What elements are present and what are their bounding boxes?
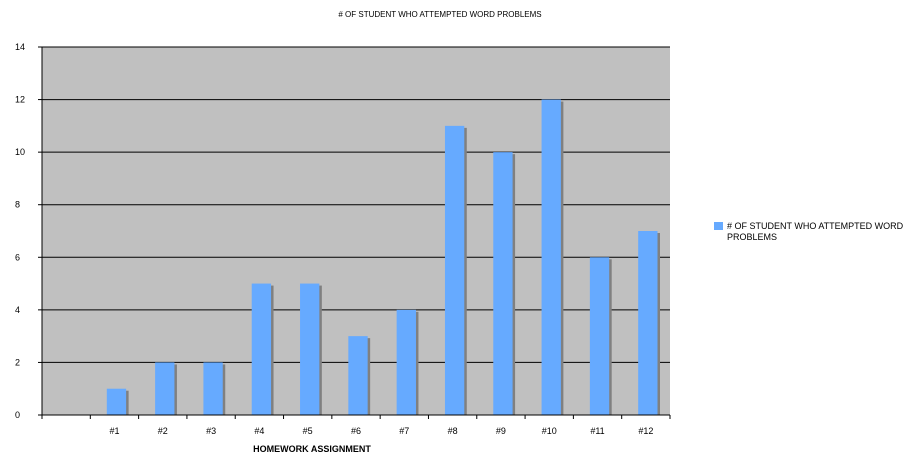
- y-tick-label: 6: [15, 252, 20, 262]
- bar: [348, 336, 368, 415]
- x-tick-label: #9: [496, 426, 506, 436]
- legend-label: # OF STUDENT WHO ATTEMPTED WORD PROBLEMS: [727, 221, 904, 242]
- x-tick-label: #1: [109, 426, 119, 436]
- bar: [589, 257, 610, 415]
- y-tick-label: 8: [15, 200, 20, 210]
- bar: [203, 362, 223, 415]
- y-tick-label: 12: [15, 95, 25, 105]
- bar: [493, 152, 513, 415]
- x-tick-label: #8: [448, 426, 458, 436]
- x-axis-title: HOMEWORK ASSIGNMENT: [253, 444, 371, 454]
- x-tick-label: #3: [206, 426, 216, 436]
- x-tick-label: #6: [351, 426, 361, 436]
- x-tick-label: #10: [542, 426, 557, 436]
- bar: [251, 283, 272, 415]
- y-tick-label: 2: [15, 357, 20, 367]
- axes: [41, 47, 671, 419]
- bars: [106, 99, 661, 416]
- legend: # OF STUDENT WHO ATTEMPTED WORD PROBLEMS: [714, 221, 914, 243]
- gridlines: [38, 46, 670, 416]
- y-tick-label: 0: [15, 410, 20, 420]
- x-tick-label: #12: [638, 426, 653, 436]
- bar: [638, 231, 658, 415]
- bar: [444, 125, 465, 415]
- bar: [396, 309, 416, 415]
- x-tick-label: #4: [254, 426, 264, 436]
- x-tick-labels: #1 #2 #3 #4 #5 #6 #7 #8 #9 #10 #11 #12: [109, 426, 653, 436]
- bar: [300, 283, 320, 415]
- bar: [155, 362, 175, 415]
- x-tick-label: #7: [399, 426, 409, 436]
- x-tick-label: #11: [590, 426, 604, 436]
- bar: [541, 99, 561, 416]
- chart-title: # OF STUDENT WHO ATTEMPTED WORD PROBLEMS: [338, 10, 541, 19]
- bar: [106, 388, 127, 415]
- x-tick-label: #5: [303, 426, 313, 436]
- y-tick-label: 14: [15, 42, 25, 52]
- x-tick-label: #2: [158, 426, 168, 436]
- y-tick-label: 4: [15, 305, 20, 315]
- y-tick-label: 10: [15, 147, 25, 157]
- y-tick-labels: 0 2 4 6 8 10 12 14: [15, 42, 25, 420]
- legend-swatch: [714, 222, 723, 230]
